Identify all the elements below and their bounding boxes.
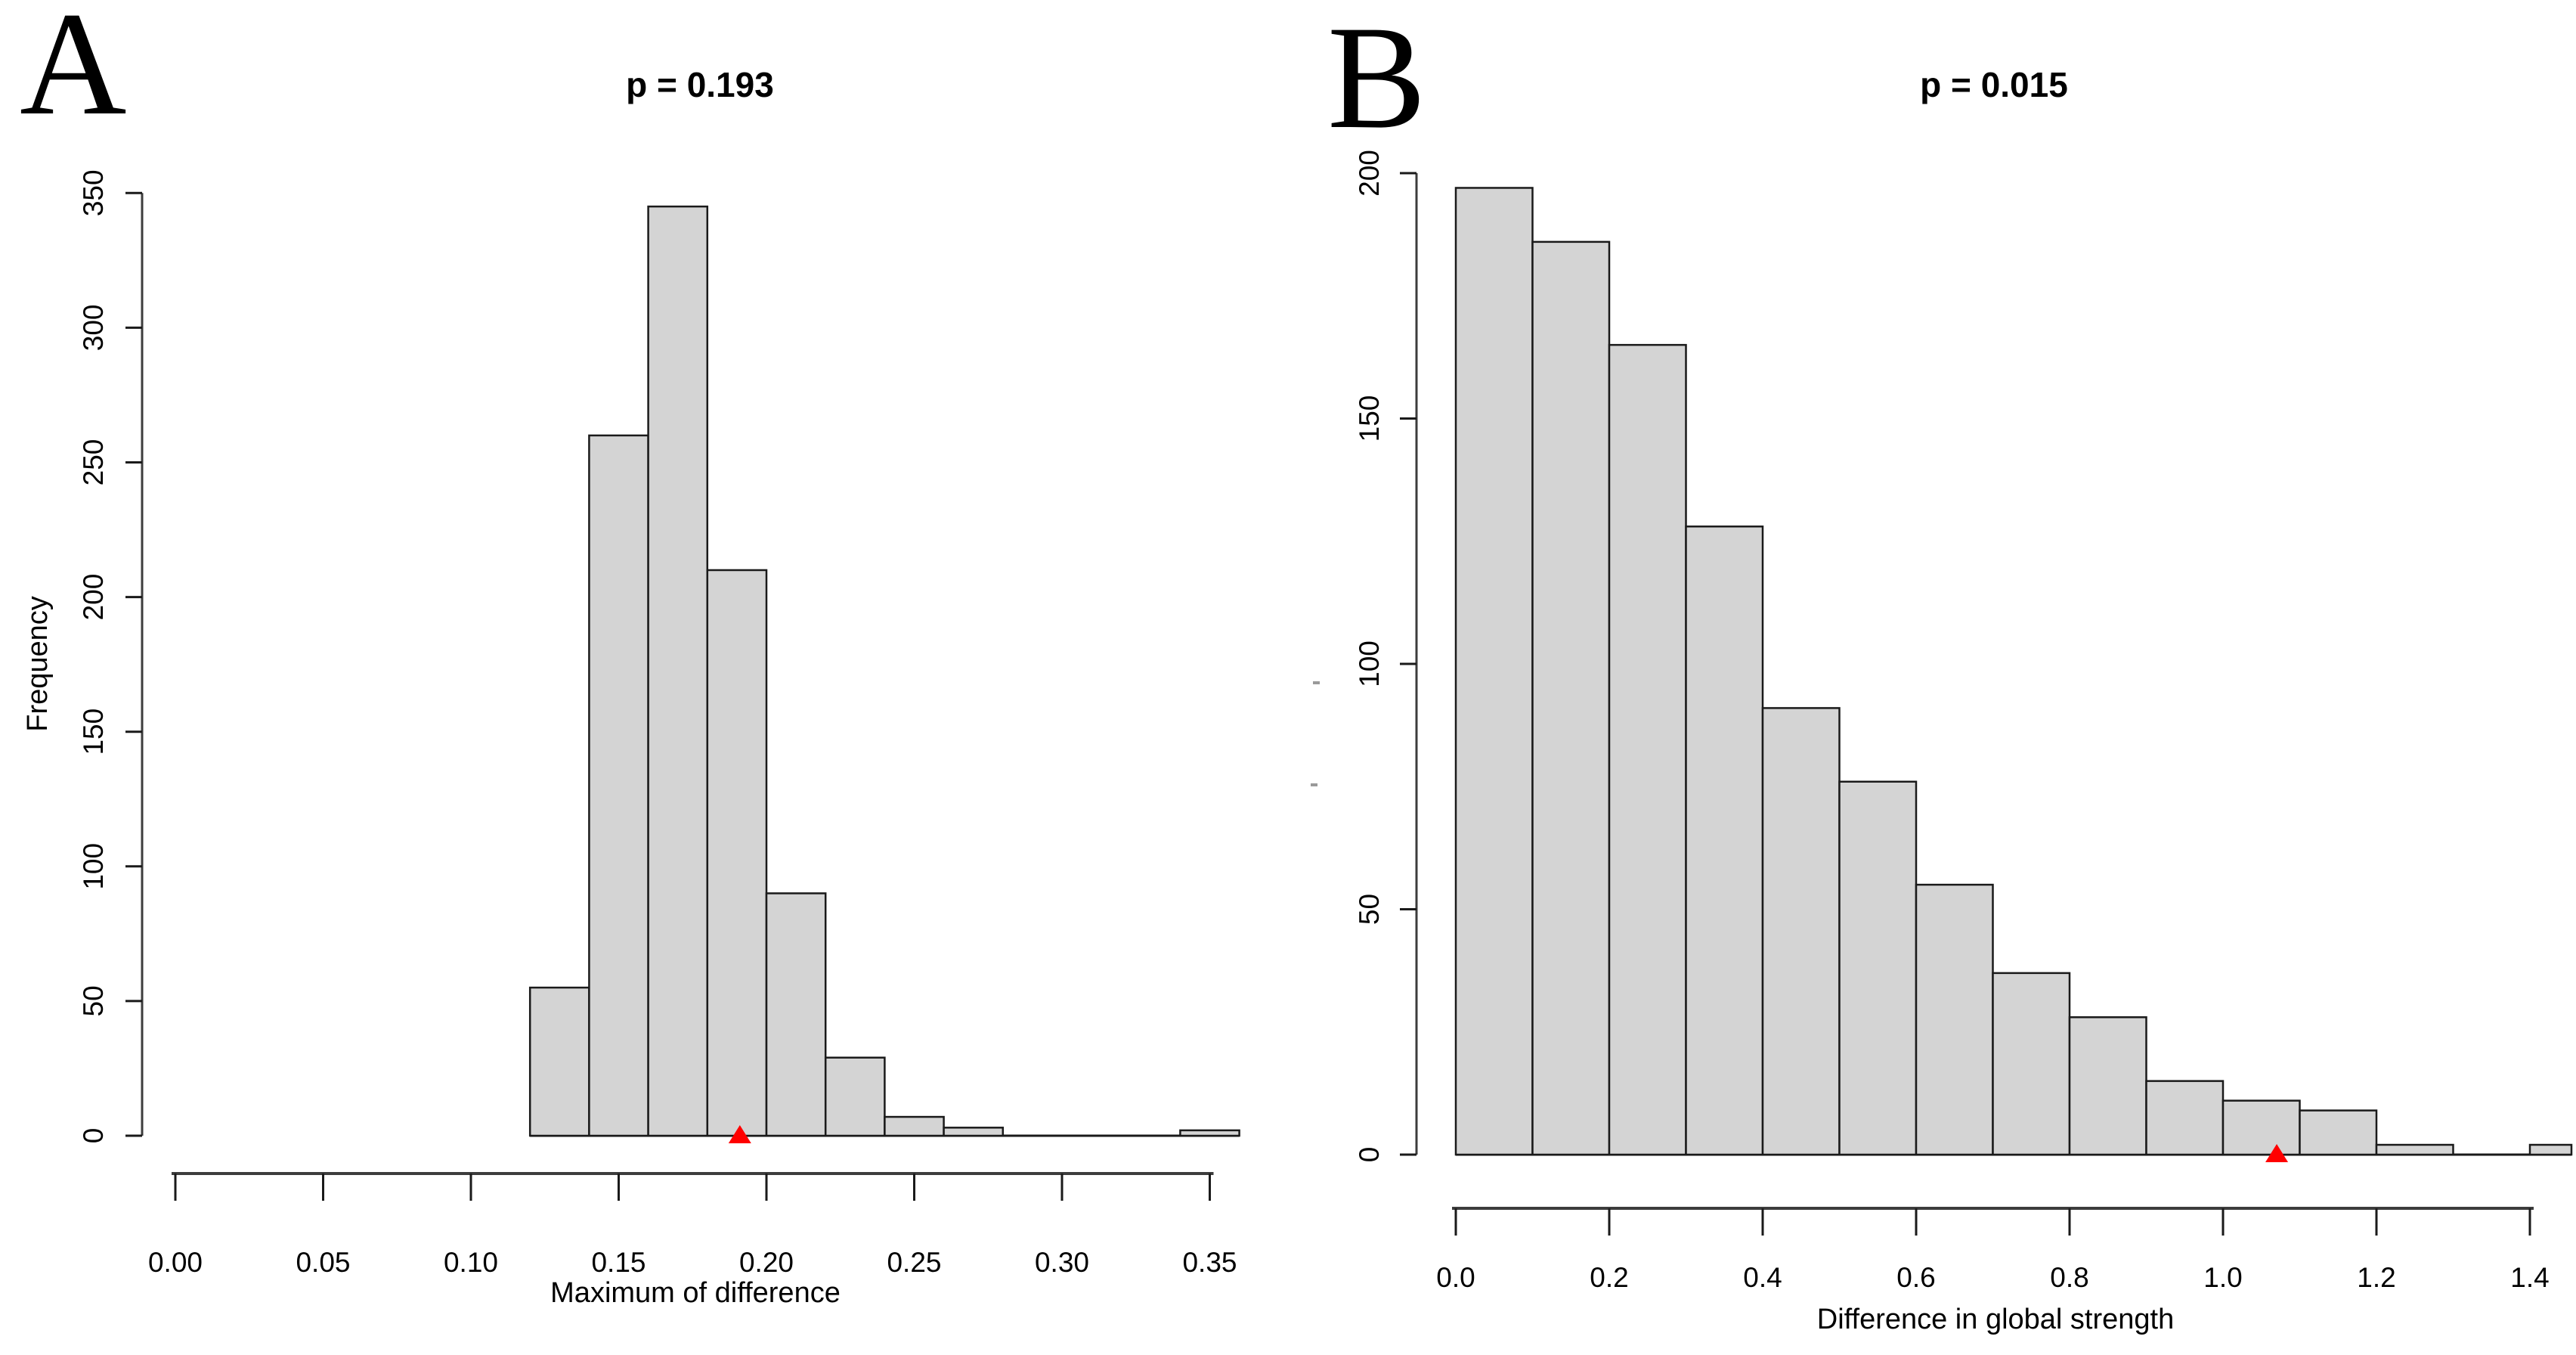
- y-tick-label: 150: [1354, 395, 1385, 442]
- histogram-bar: [1608, 343, 1687, 1156]
- y-tick-label: 50: [78, 985, 109, 1016]
- panel-b-xlabel: Difference in global strength: [1817, 1304, 2174, 1335]
- y-tick-label: 300: [78, 305, 109, 352]
- panel-letter-a: A: [20, 0, 127, 146]
- histogram-bar: [706, 569, 768, 1137]
- x-tick-label: 0.4: [1743, 1262, 1782, 1293]
- histogram-bar: [2299, 1109, 2378, 1156]
- observed-value-marker-icon: [2265, 1144, 2289, 1162]
- histogram-bar: [824, 1056, 886, 1137]
- histogram-bar: [1685, 526, 1764, 1156]
- panel-b: B p = 0.015 Difference in global strengt…: [1288, 0, 2576, 1355]
- x-tick-label: 0.20: [739, 1247, 794, 1278]
- histogram-bar: [1915, 883, 1994, 1156]
- panel-b-title: p = 0.015: [1920, 65, 2068, 104]
- histogram-bar: [765, 892, 827, 1137]
- panel-a-ylabel: Frequency: [22, 596, 54, 732]
- histogram-bar: [647, 205, 709, 1137]
- histogram-bar: [2145, 1080, 2225, 1156]
- histogram-bar: [2068, 1016, 2147, 1156]
- y-tick-label: 0: [78, 1128, 109, 1144]
- stray-mark: [1311, 783, 1317, 786]
- histogram-bar: [1531, 240, 1611, 1156]
- x-tick-label: 0.00: [148, 1247, 203, 1278]
- histogram-bar: [2528, 1143, 2573, 1156]
- x-tick-label: 0.2: [1590, 1262, 1628, 1293]
- x-tick-label: 1.0: [2203, 1262, 2242, 1293]
- y-tick-label: 150: [78, 709, 109, 755]
- histogram-bar: [1761, 707, 1841, 1156]
- y-tick-label: 200: [1354, 150, 1385, 197]
- histogram-bar: [884, 1115, 945, 1137]
- histogram-bar: [1838, 780, 1918, 1156]
- y-tick-label: 0: [1354, 1147, 1385, 1163]
- y-tick-label: 350: [78, 169, 109, 216]
- y-tick-label: 100: [1354, 640, 1385, 687]
- y-tick-label: 100: [78, 843, 109, 890]
- x-tick-label: 0.8: [2050, 1262, 2088, 1293]
- x-tick-label: 0.25: [887, 1247, 941, 1278]
- x-tick-label: 0.05: [296, 1247, 350, 1278]
- panel-a-xlabel: Maximum of difference: [550, 1277, 841, 1309]
- panel-a-title: p = 0.193: [626, 65, 774, 104]
- plot-area-b: 0 50 100 150 200 0.0 0.2 0.4 0.6 0.8 1.0 1.2 1.4: [1311, 150, 2573, 1293]
- histogram-bar: [943, 1127, 1005, 1137]
- panel-letter-b: B: [1327, 0, 1426, 160]
- histogram-a: A p = 0.193 Frequency Maximum of differe…: [20, 0, 1240, 1309]
- histogram-bar: [1179, 1129, 1240, 1137]
- y-tick-label: 200: [78, 574, 109, 621]
- histogram-b: B p = 0.015 Difference in global strengt…: [1311, 0, 2573, 1335]
- histogram-bar: [588, 434, 649, 1137]
- y-tick-label: 50: [1354, 894, 1385, 925]
- x-tick-label: 1.2: [2357, 1262, 2395, 1293]
- x-tick-label: 0.15: [591, 1247, 646, 1278]
- panel-a: A p = 0.193 Frequency Maximum of differe…: [20, 0, 1240, 1309]
- plot-area-a: 0 50 100 150 200 250 300 350 0.00 0.05 0.10 0.15 0.2…: [78, 169, 1240, 1278]
- x-tick-label: 0.0: [1436, 1262, 1475, 1293]
- x-tick-label: 0.6: [1896, 1262, 1935, 1293]
- histogram-bar: [2375, 1143, 2454, 1156]
- stray-mark: [1313, 681, 1320, 684]
- x-tick-label: 0.35: [1182, 1247, 1237, 1278]
- histogram-bar: [1454, 187, 1534, 1156]
- histogram-bar: [2221, 1099, 2301, 1156]
- observed-value-marker-icon: [728, 1125, 751, 1143]
- histogram-bar: [528, 986, 590, 1137]
- y-tick-label: 250: [78, 439, 109, 486]
- x-tick-label: 0.10: [444, 1247, 498, 1278]
- x-tick-label: 0.30: [1035, 1247, 1089, 1278]
- histogram-bar: [1992, 972, 2071, 1156]
- x-tick-label: 1.4: [2510, 1262, 2549, 1293]
